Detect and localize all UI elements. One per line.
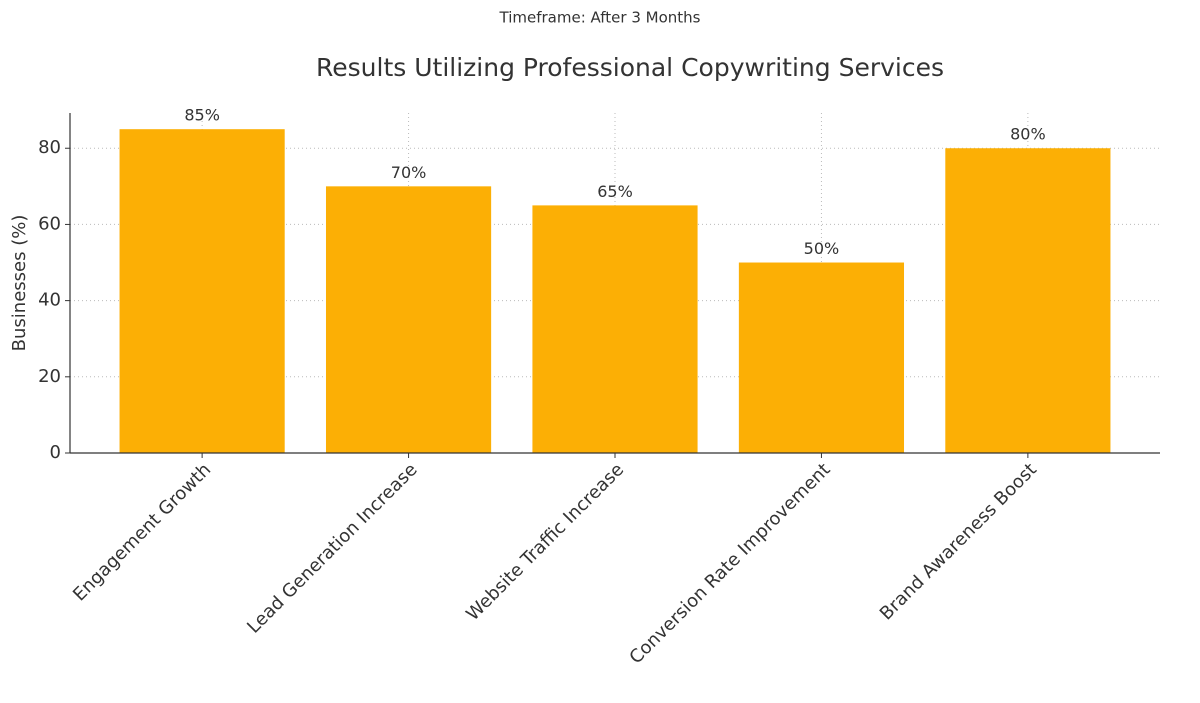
- y-tick-label: 20: [38, 366, 61, 387]
- y-tick-label: 40: [38, 290, 61, 311]
- x-tick-label: Lead Generation Increase: [243, 459, 421, 637]
- y-tick-label: 80: [38, 137, 61, 158]
- value-label: 70%: [391, 163, 427, 182]
- bar: [738, 262, 905, 453]
- bar: [119, 129, 285, 453]
- value-label: 80%: [1010, 125, 1046, 144]
- x-tick-label: Engagement Growth: [69, 459, 215, 605]
- x-tick-label: Website Traffic Increase: [462, 459, 628, 625]
- y-tick-label: 0: [50, 442, 61, 463]
- bar: [945, 148, 1111, 453]
- value-label: 85%: [184, 106, 220, 125]
- bar: [325, 186, 492, 454]
- bar: [532, 205, 698, 453]
- x-tick-label: Brand Awareness Boost: [876, 459, 1041, 624]
- chart-title: Results Utilizing Professional Copywriti…: [316, 53, 944, 82]
- x-tick-label: Conversion Rate Improvement: [625, 459, 834, 668]
- y-tick-label: 60: [38, 213, 61, 234]
- value-label: 50%: [804, 239, 840, 258]
- chart-subtitle: Timeframe: After 3 Months: [499, 9, 701, 27]
- value-label: 65%: [597, 182, 633, 201]
- y-axis-label: Businesses (%): [9, 215, 30, 352]
